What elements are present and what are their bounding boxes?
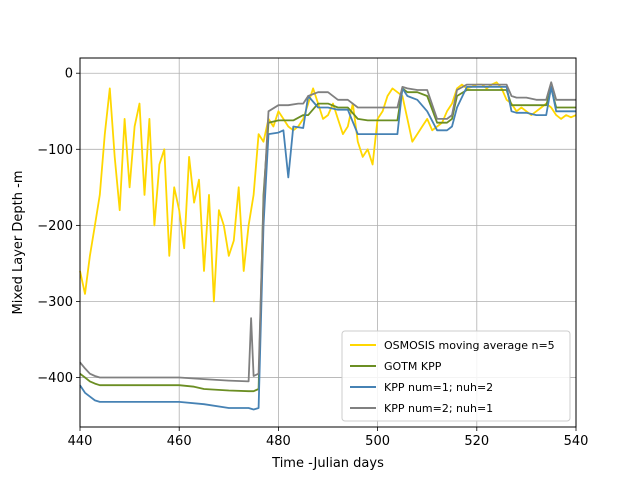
series-line-4	[79, 81, 576, 383]
y-tick-label: −200	[37, 219, 73, 234]
x-axis-label: Time -Julian days	[271, 456, 384, 471]
y-tick-label: 0	[65, 67, 73, 82]
y-tick-label: −300	[37, 295, 73, 310]
legend-box	[341, 330, 571, 422]
y-tick-label: −100	[37, 143, 73, 158]
x-tick-label: 480	[266, 434, 291, 449]
legend-label: KPP num=1; nuh=2	[384, 381, 493, 394]
x-tick-label: 460	[167, 434, 192, 449]
axis-ticks: 440 460 480 500 520 540 0 −100 −200 −300 −400	[37, 67, 588, 449]
legend-label: GOTM KPP	[384, 360, 442, 373]
plot-series	[79, 81, 577, 411]
x-tick-label: 540	[564, 434, 589, 449]
legend-label: KPP num=2; nuh=1	[384, 402, 493, 415]
x-tick-label: 520	[464, 434, 489, 449]
series-line-3	[79, 86, 576, 411]
plot-frame	[79, 57, 577, 428]
x-tick-label: 440	[68, 434, 93, 449]
y-tick-label: −400	[37, 371, 73, 386]
legend: OSMOSIS moving average n=5 GOTM KPP KPP nu…	[341, 330, 571, 422]
y-axis-label: Mixed Layer Depth -m	[11, 171, 26, 315]
x-tick-label: 500	[365, 434, 390, 449]
legend-label: OSMOSIS moving average n=5	[384, 339, 555, 352]
